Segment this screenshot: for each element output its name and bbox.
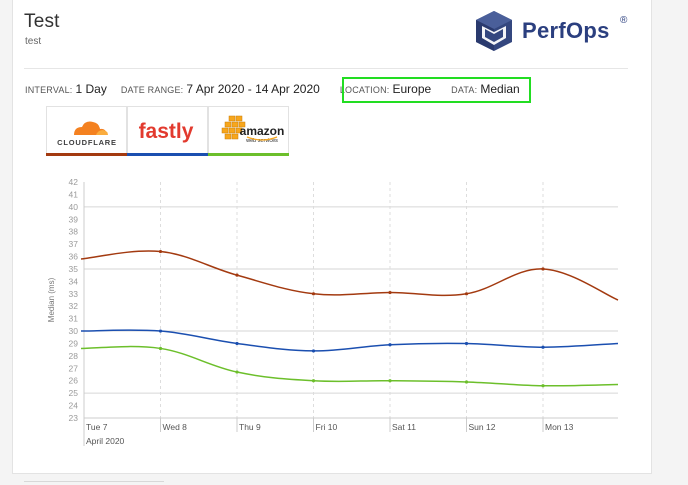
provider-name-cloudflare: CLOUDFLARE (57, 138, 117, 147)
x-sublabel: April 2020 (86, 436, 125, 446)
x-tick-label: Tue 7 (86, 422, 108, 432)
dashboard-card (12, 0, 652, 474)
y-axis-label: Median (ms) (47, 277, 56, 322)
data-point (235, 273, 239, 277)
y-tick-label: 33 (69, 289, 79, 299)
perfops-logo[interactable]: PerfOps ® (474, 10, 627, 52)
date-range-filter[interactable]: DATE RANGE: 7 Apr 2020 - 14 Apr 2020 (121, 82, 320, 96)
divider (24, 481, 164, 482)
data-point (158, 346, 163, 351)
fastly-logo: fastly (138, 120, 193, 143)
data-point (541, 267, 545, 271)
data-point (541, 345, 545, 349)
y-tick-label: 42 (69, 177, 79, 187)
y-tick-label: 30 (69, 326, 79, 336)
y-tick-label: 38 (69, 227, 79, 237)
page-subtitle: test (25, 36, 42, 47)
header-divider (24, 68, 628, 69)
provider-color-bar-fastly (127, 153, 208, 156)
cloudflare-logo: CLOUDFLARE (57, 121, 117, 147)
y-tick-label: 34 (69, 276, 79, 286)
data-point (388, 379, 392, 383)
provider-cloudflare[interactable]: CLOUDFLARE (46, 106, 127, 156)
series-line-0 (80, 250, 619, 301)
provider-name-fastly: fastly (138, 120, 193, 143)
data-label: DATA: (451, 85, 478, 95)
data-point (235, 370, 239, 374)
y-tick-label: 31 (69, 314, 79, 324)
latency-chart: 23 24 25 26 27 28 29 30 31 32 33 34 35 36 37 38 39 40 41 42… (40, 174, 630, 460)
y-tick-label: 28 (69, 351, 79, 361)
provider-name-amazon: amazon (239, 124, 283, 138)
y-tick-label: 24 (69, 401, 79, 411)
data-point (311, 292, 316, 296)
data-point (235, 341, 239, 346)
provider-amazon[interactable]: amazon web services (208, 106, 289, 156)
y-tick-label: 37 (69, 239, 79, 249)
data-filter[interactable]: DATA: Median (451, 82, 520, 96)
data-point (311, 379, 316, 383)
data-point (158, 329, 163, 333)
page-title: Test (24, 11, 60, 32)
page-background (12, 474, 652, 485)
x-tick-label: Thu 9 (239, 422, 261, 432)
y-tick-label: 26 (69, 376, 79, 386)
data-point (541, 384, 545, 388)
data-point (388, 343, 392, 347)
provider-color-bar-amazon (208, 153, 289, 156)
amazon-web-services-logo: amazon web services (221, 115, 284, 144)
x-tick-label: Mon 13 (545, 422, 574, 432)
y-tick-label: 40 (69, 202, 79, 212)
data-value: Median (480, 82, 520, 96)
y-tick-label: 25 (69, 388, 79, 398)
registered-mark: ® (620, 15, 628, 26)
interval-filter[interactable]: INTERVAL: 1 Day (25, 82, 107, 96)
x-tick-label: Sat 11 (392, 422, 416, 432)
x-tick-label: Sun 12 (469, 422, 496, 432)
data-point (464, 341, 469, 346)
data-point (464, 380, 469, 384)
data-point (388, 290, 392, 295)
line-chart-svg: 23 24 25 26 27 28 29 30 31 32 33 34 35 36 37 38 39 40 41 42… (47, 177, 619, 446)
selection-highlight (342, 77, 531, 103)
brand-name: PerfOps (522, 18, 610, 43)
perfops-cube-icon (476, 11, 512, 51)
data-point (464, 292, 469, 296)
location-value: Europe (392, 82, 432, 96)
series-line-1 (80, 329, 619, 352)
provider-color-bar-cloudflare (46, 153, 127, 156)
y-tick-label: 27 (69, 363, 79, 373)
y-tick-label: 29 (69, 338, 79, 348)
date-range-label: DATE RANGE: (120, 85, 184, 95)
y-tick-label: 23 (69, 413, 79, 423)
y-tick-label: 41 (69, 189, 79, 199)
data-point (158, 249, 163, 254)
provider-fastly[interactable]: fastly (127, 106, 208, 156)
provider-sub-amazon: web services (245, 138, 278, 144)
y-tick-label: 35 (69, 264, 79, 274)
x-tick-label: Wed 8 (163, 422, 188, 432)
data-point (311, 349, 316, 353)
series-line-2 (80, 345, 619, 387)
y-tick-label: 39 (69, 214, 79, 224)
location-filter[interactable]: LOCATION: Europe (340, 82, 431, 96)
date-range-value: 7 Apr 2020 - 14 Apr 2020 (186, 82, 320, 96)
y-tick-label: 36 (69, 252, 79, 262)
filter-summary: INTERVAL: 1 Day DATE RANGE: 7 Apr 2020 - 1… (25, 82, 534, 96)
location-label: LOCATION: (339, 85, 390, 95)
y-tick-label: 32 (69, 301, 79, 311)
interval-label: INTERVAL: (25, 85, 73, 95)
interval-value: 1 Day (75, 82, 107, 96)
x-tick-label: Fri 10 (316, 422, 338, 432)
